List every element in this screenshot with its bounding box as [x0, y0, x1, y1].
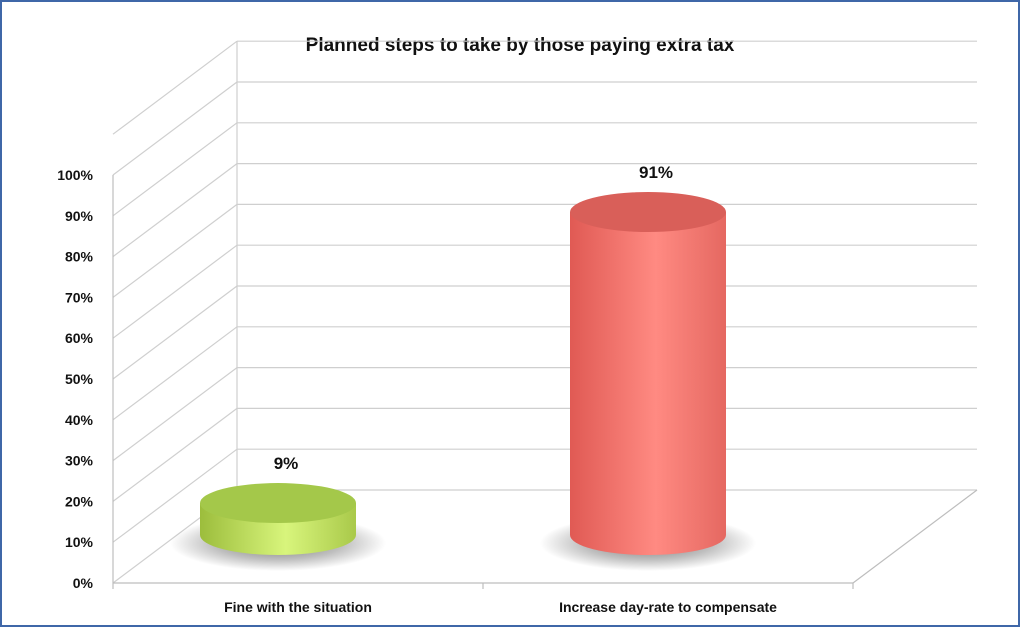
data-label: 9% [274, 454, 299, 473]
bar-body [570, 211, 726, 556]
y-tick-label: 30% [65, 453, 94, 469]
y-tick-label: 50% [65, 371, 94, 387]
x-category-label: Fine with the situation [224, 599, 372, 615]
side-gridline [112, 203, 238, 298]
y-tick-label: 80% [65, 249, 94, 265]
y-tick-label: 100% [57, 167, 93, 183]
bar-cylinder [540, 191, 756, 571]
side-gridline [112, 367, 238, 462]
side-gridline [112, 163, 238, 258]
floor-right-edge [852, 489, 978, 584]
x-axis-categories: Fine with the situation Increase day-rate… [112, 583, 854, 615]
side-gridline [112, 407, 238, 502]
y-tick-label: 60% [65, 330, 94, 346]
y-tick-label: 10% [65, 534, 94, 550]
data-label: 91% [639, 163, 673, 182]
y-tick-label: 40% [65, 412, 94, 428]
bar-top [570, 191, 726, 232]
y-axis-ticks: 0% 10% 20% 30% 40% 50% 60% 70% 80% 90% 100% [57, 167, 93, 591]
side-gridline [112, 81, 238, 176]
y-tick-label: 90% [65, 208, 94, 224]
side-gridline [112, 244, 238, 339]
side-gridline [112, 40, 238, 135]
side-gridline [112, 326, 238, 421]
x-category-label: Increase day-rate to compensate [559, 599, 777, 615]
y-tick-label: 0% [73, 575, 94, 591]
side-gridline [112, 122, 238, 217]
bars [170, 191, 756, 571]
bar-top [200, 483, 356, 524]
bar-cylinder [170, 483, 386, 571]
y-tick-label: 20% [65, 493, 94, 509]
side-gridline [112, 448, 238, 543]
y-tick-label: 70% [65, 289, 94, 305]
chart-title: Planned steps to take by those paying ex… [306, 35, 735, 56]
data-labels: 9% 91% [274, 163, 673, 473]
side-gridline [112, 285, 238, 380]
